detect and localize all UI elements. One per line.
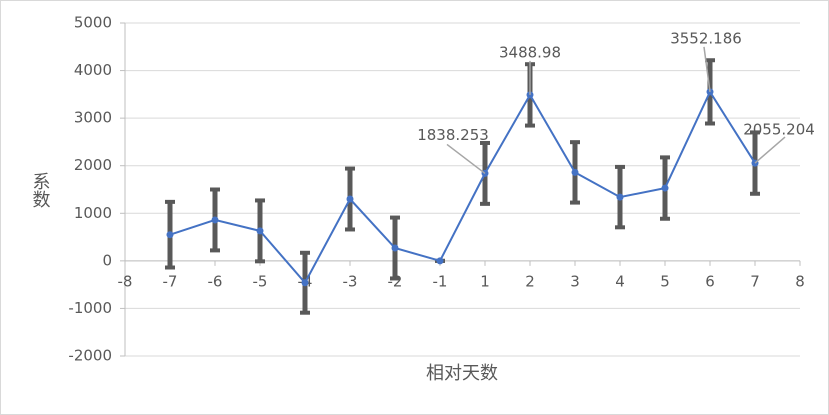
leader-line <box>754 136 786 164</box>
x-tick-label: 3 <box>570 272 580 290</box>
point <box>571 168 579 176</box>
x-tick-label: -7 <box>163 272 178 290</box>
point <box>256 227 264 235</box>
x-tick-label: -8 <box>118 272 133 290</box>
x-tick-label: 8 <box>795 272 805 290</box>
data-label: 2055.204 <box>743 121 815 139</box>
y-tick-label: 3000 <box>74 109 112 127</box>
leader-line <box>446 143 486 175</box>
x-axis-title: 相对天数 <box>426 363 498 384</box>
point <box>211 216 219 224</box>
y-tick-label: 1000 <box>74 204 112 222</box>
point <box>616 193 624 201</box>
x-tick-label: -5 <box>253 272 268 290</box>
x-tick-label: -3 <box>343 272 358 290</box>
y-tick-label: -2000 <box>68 347 112 365</box>
x-tick-label: -1 <box>433 272 448 290</box>
y-tick-label: -1000 <box>68 299 112 317</box>
point <box>346 195 354 203</box>
x-tick-label: 2 <box>525 272 535 290</box>
point <box>661 184 669 192</box>
point <box>301 279 309 287</box>
point <box>166 231 174 239</box>
y-tick-label: 5000 <box>74 14 112 32</box>
x-tick-label: 5 <box>660 272 670 290</box>
data-label: 3488.98 <box>499 43 561 61</box>
y-tick-label: 4000 <box>74 61 112 79</box>
x-tick-label: 1 <box>480 272 490 290</box>
data-label: 3552.186 <box>670 29 742 47</box>
series-line <box>169 89 756 285</box>
data-label: 1838.253 <box>417 126 489 144</box>
x-tick-label: 7 <box>750 272 760 290</box>
y-tick-label: 0 <box>102 251 112 269</box>
x-tick-label: -6 <box>208 272 223 290</box>
x-tick-label: 6 <box>705 272 715 290</box>
x-tick-label: 4 <box>615 272 625 290</box>
y-tick-label: 2000 <box>74 156 112 174</box>
leader-line <box>703 46 711 92</box>
y-axis-title: 系数 <box>30 172 51 208</box>
point <box>436 257 444 265</box>
point <box>391 244 399 252</box>
